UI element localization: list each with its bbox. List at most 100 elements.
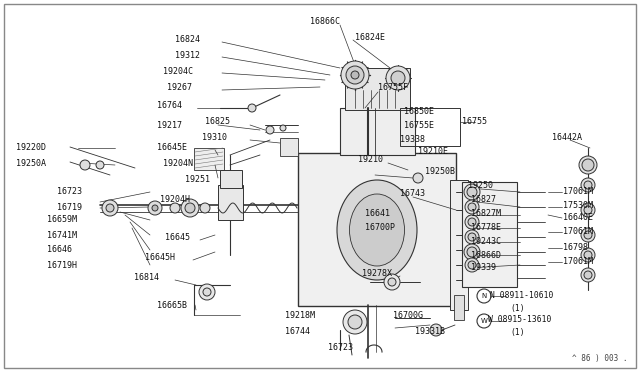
Text: 16719: 16719 (57, 202, 82, 212)
Circle shape (467, 187, 477, 197)
Text: 17061M: 17061M (563, 228, 593, 237)
Circle shape (581, 178, 595, 192)
Text: 19251: 19251 (185, 176, 210, 185)
Text: 16764: 16764 (157, 102, 182, 110)
Circle shape (102, 200, 118, 216)
Text: 19250: 19250 (468, 182, 493, 190)
Bar (450, 180, 468, 310)
Circle shape (465, 258, 479, 272)
Text: N: N (481, 293, 486, 299)
Bar (298, 153, 456, 306)
Text: 16850E: 16850E (404, 108, 434, 116)
Ellipse shape (349, 194, 404, 266)
Text: 19278X: 19278X (362, 269, 392, 279)
Text: 19210E: 19210E (418, 148, 448, 157)
Text: 19250A: 19250A (16, 158, 46, 167)
Circle shape (584, 251, 592, 259)
Text: 16641: 16641 (365, 209, 390, 218)
Text: W: W (481, 318, 488, 324)
Text: 16824: 16824 (175, 35, 200, 45)
Bar (194, 148, 224, 170)
Circle shape (582, 159, 594, 171)
Text: 16827M: 16827M (471, 209, 501, 218)
Text: 16755E: 16755E (404, 121, 434, 129)
Circle shape (465, 230, 479, 244)
Circle shape (584, 271, 592, 279)
Ellipse shape (337, 180, 417, 280)
Circle shape (148, 201, 162, 215)
Text: 19218M: 19218M (285, 311, 315, 321)
Text: W 08915-13610: W 08915-13610 (488, 315, 552, 324)
Text: 16755: 16755 (462, 118, 487, 126)
Text: (1): (1) (510, 304, 525, 312)
Circle shape (391, 71, 405, 85)
Text: N 08911-10610: N 08911-10610 (490, 291, 554, 299)
Text: 19331B: 19331B (415, 327, 445, 336)
Circle shape (96, 161, 104, 169)
Circle shape (346, 66, 364, 84)
Text: 16778E: 16778E (471, 224, 501, 232)
Text: 16866D: 16866D (471, 250, 501, 260)
Text: ^ 86 ) 003 .: ^ 86 ) 003 . (572, 353, 627, 362)
Bar (462, 182, 517, 287)
Text: 16442A: 16442A (552, 134, 582, 142)
Circle shape (584, 206, 592, 214)
Text: 16640E: 16640E (563, 214, 593, 222)
Text: 19267: 19267 (167, 83, 192, 93)
Circle shape (343, 310, 367, 334)
Circle shape (581, 268, 595, 282)
Circle shape (80, 160, 90, 170)
Text: 16824E: 16824E (355, 33, 385, 42)
Text: 16723: 16723 (328, 343, 353, 353)
Circle shape (170, 203, 180, 213)
Bar (280, 138, 298, 156)
Text: 19210: 19210 (358, 155, 383, 164)
Circle shape (388, 278, 396, 286)
Text: 16798: 16798 (563, 244, 588, 253)
Text: 16645E: 16645E (157, 144, 187, 153)
Circle shape (477, 314, 491, 328)
Text: 16741M: 16741M (47, 231, 77, 240)
Text: 16645H: 16645H (145, 253, 175, 263)
Circle shape (468, 233, 476, 241)
Text: 16665B: 16665B (157, 301, 187, 310)
Circle shape (584, 231, 592, 239)
Circle shape (468, 218, 476, 226)
Text: 19217: 19217 (157, 121, 182, 129)
Text: 19250B: 19250B (425, 167, 455, 176)
Circle shape (384, 274, 400, 290)
Text: 16866C: 16866C (310, 17, 340, 26)
Circle shape (468, 261, 476, 269)
Text: 16723: 16723 (57, 187, 82, 196)
Circle shape (581, 228, 595, 242)
Circle shape (280, 125, 286, 131)
Circle shape (464, 184, 480, 200)
Circle shape (579, 156, 597, 174)
Text: 19338: 19338 (400, 135, 425, 144)
Bar (400, 108, 460, 146)
Bar (454, 295, 464, 320)
Text: 16719H: 16719H (47, 260, 77, 269)
Text: 16814: 16814 (134, 273, 159, 282)
Text: 16743: 16743 (400, 189, 425, 199)
Text: 16700P: 16700P (365, 224, 395, 232)
Text: 16645: 16645 (165, 234, 190, 243)
Circle shape (185, 203, 195, 213)
Bar (340, 108, 415, 155)
Circle shape (581, 248, 595, 262)
Circle shape (465, 215, 479, 229)
Text: 19310: 19310 (202, 134, 227, 142)
Text: 16646: 16646 (47, 246, 72, 254)
Circle shape (464, 244, 480, 260)
Text: 16659M: 16659M (47, 215, 77, 224)
Text: 16700G: 16700G (393, 311, 423, 321)
Circle shape (581, 203, 595, 217)
Text: 17530M: 17530M (563, 201, 593, 209)
Text: 19220D: 19220D (16, 144, 46, 153)
Text: 17061M: 17061M (563, 257, 593, 266)
Circle shape (584, 181, 592, 189)
Circle shape (199, 284, 215, 300)
Text: 17061M: 17061M (563, 186, 593, 196)
Circle shape (468, 203, 476, 211)
Circle shape (341, 61, 369, 89)
